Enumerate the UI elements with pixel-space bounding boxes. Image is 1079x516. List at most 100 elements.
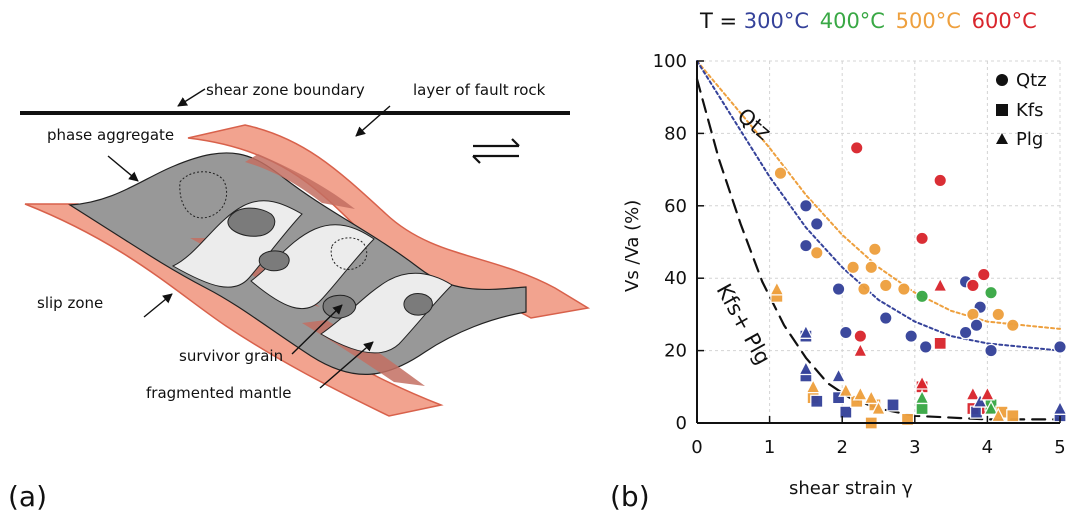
y-tick-label: 40: [664, 268, 687, 289]
data-point-plg-16: [983, 400, 999, 415]
data-point-plg-15: [979, 385, 996, 401]
y-tick-label: 100: [653, 51, 687, 72]
trend-curve-1: [696, 60, 1061, 352]
data-point-qtz-27: [976, 267, 991, 282]
data-point-qtz-25: [969, 318, 984, 333]
panel-a: shear zone boundary layer of fault rock …: [8, 81, 591, 513]
panel-b-letter: (b): [610, 480, 650, 513]
data-point-plg-7: [852, 385, 869, 401]
data-point-qtz-26: [958, 325, 973, 340]
temperature-400: 400°C: [820, 9, 885, 33]
temperature-300: 300°C: [744, 9, 809, 33]
data-point-plg-0: [769, 280, 785, 296]
data-point-qtz-8: [864, 260, 879, 275]
data-point-qtz-18: [915, 231, 929, 246]
data-point-qtz-13: [838, 325, 853, 340]
temperature-600: 600°C: [972, 9, 1037, 33]
temperature-prefix: T =: [699, 9, 744, 33]
x-tick-label: 2: [836, 437, 847, 458]
data-point-kfs-4: [810, 394, 824, 408]
data-point-plg-6: [852, 342, 869, 358]
slip-zone-label: slip zone: [37, 294, 103, 312]
survivor-grain-shape-2: [258, 250, 290, 272]
data-point-plg-12: [932, 277, 948, 292]
data-point-qtz-3: [799, 238, 813, 253]
data-point-qtz-9: [831, 282, 846, 296]
data-point-plg-17: [990, 407, 1006, 423]
data-point-qtz-22: [966, 278, 980, 293]
survivor-grain-label: survivor grain: [179, 347, 283, 365]
x-tick-label: 0: [691, 437, 702, 458]
data-point-plg-13: [965, 385, 981, 401]
data-point-qtz-19: [915, 289, 929, 304]
survivor-grain-arrow: [291, 304, 343, 355]
y-axis-label: Vs /Va (%): [622, 200, 643, 292]
fragmented-mantle-label: fragmented mantle: [146, 384, 292, 402]
layer-of-fault-rock-arrow: [355, 105, 391, 137]
data-point-kfs-13: [915, 401, 929, 416]
data-point-qtz-31: [984, 343, 998, 358]
data-point-qtz-7: [846, 260, 860, 275]
data-point-qtz-29: [991, 307, 1006, 322]
legend-kfs-symbol: [996, 104, 1008, 116]
data-point-plg-4: [830, 367, 847, 383]
svg-text:T = 300°C: T = 300°C 400°C 500°C 600°C: [699, 9, 1037, 33]
data-point-plg-10: [914, 374, 930, 390]
y-tick-label: 80: [664, 123, 687, 144]
trend-curve-2: [695, 78, 1062, 421]
shear-zone-boundary-label: shear zone boundary: [206, 81, 365, 99]
phase-aggregate-arrow: [107, 155, 139, 182]
shear-sense-icon: [472, 138, 520, 164]
x-tick-label: 4: [982, 437, 993, 458]
data-point-qtz-12: [897, 282, 911, 296]
x-axis-label: shear strain γ: [789, 478, 913, 499]
data-point-plg-1: [798, 324, 814, 339]
legend-kfs-label: Kfs: [1016, 100, 1044, 121]
y-tick-label: 0: [676, 413, 687, 434]
data-point-qtz-32: [1053, 340, 1067, 354]
curve-label-kfs-plg: Kfs+ Plg: [712, 280, 776, 369]
data-point-plg-9: [870, 400, 887, 415]
data-point-kfs-14: [933, 336, 947, 351]
survivor-grain-shape-4: [403, 293, 433, 316]
shear-zone-boundary-arrow: [177, 88, 206, 107]
data-point-qtz-28: [984, 285, 998, 300]
temperature-500: 500°C: [896, 9, 961, 33]
data-point-qtz-16: [904, 329, 919, 343]
legend-qtz-label: Qtz: [1016, 70, 1047, 91]
legend-plg-symbol: [996, 133, 1008, 144]
light-phase-band-2: [250, 224, 375, 309]
layer-of-fault-rock-label: layer of fault rock: [413, 81, 546, 99]
data-point-plg-5: [838, 382, 854, 397]
data-point-qtz-5: [849, 141, 864, 155]
chart-axes: 0 1 2 3 4 5 0 20 40 60 80 100: [653, 51, 1066, 458]
phase-aggregate-dark-top: [245, 154, 355, 209]
data-point-qtz-15: [878, 311, 893, 325]
phase-aggregate-label: phase aggregate: [47, 126, 174, 144]
trend-curves: [695, 60, 1062, 421]
data-point-plg-14: [972, 392, 988, 408]
data-point-qtz-0: [773, 166, 788, 181]
legend-qtz-symbol: [996, 74, 1008, 86]
data-point-qtz-20: [933, 173, 948, 188]
slip-zone-arrow: [143, 293, 173, 318]
data-point-qtz-4: [809, 246, 824, 260]
data-point-kfs-6: [839, 405, 853, 419]
data-point-qtz-6: [868, 242, 882, 257]
y-tick-label: 20: [664, 341, 687, 362]
data-point-plg-2: [798, 360, 814, 376]
survivor-grain-shape-1: [227, 207, 276, 237]
data-point-qtz-17: [918, 340, 933, 354]
x-tick-label: 1: [764, 437, 775, 458]
data-point-qtz-11: [878, 278, 893, 293]
data-point-plg-18: [1052, 400, 1068, 415]
data-point-qtz-30: [1005, 318, 1020, 333]
trend-curve-0: [696, 60, 1061, 330]
data-point-plg-8: [863, 389, 879, 405]
data-point-kfs-16: [969, 405, 984, 419]
data-point-plg-11: [914, 389, 930, 405]
data-point-plg-3: [805, 378, 821, 394]
data-point-qtz-2: [809, 217, 824, 231]
